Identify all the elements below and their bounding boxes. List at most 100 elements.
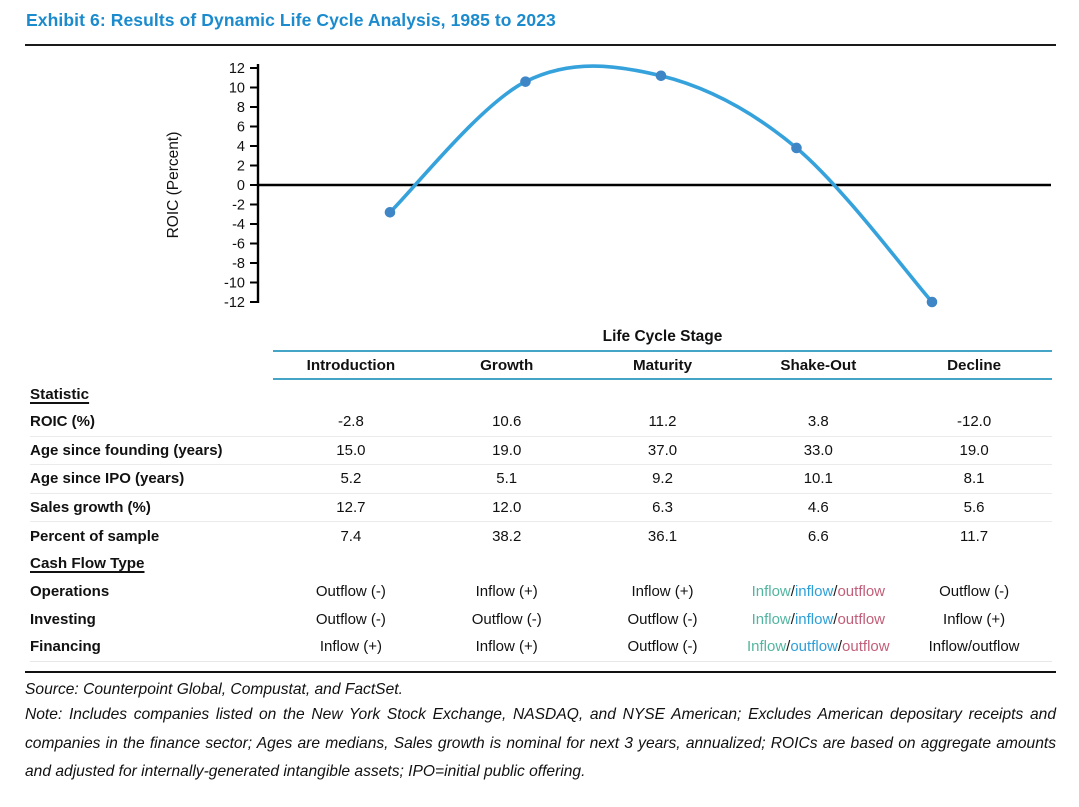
y-axis-tick-label: 0: [237, 178, 245, 194]
table-cell: 36.1: [647, 527, 678, 545]
column-header: Growth: [428, 352, 585, 380]
table-cell: Inflow/outflow/outflow: [740, 638, 896, 655]
column-header: Introduction: [273, 352, 429, 380]
table-cell: Inflow (+): [631, 583, 694, 601]
table-cell: -12.0: [956, 413, 992, 431]
y-axis-tick-label: -10: [224, 276, 245, 292]
cashflow-part: Inflow: [751, 610, 791, 628]
cashflow-part: /: [833, 610, 838, 628]
table-row: Investing Outflow (-) Outflow (-) Outflow (…: [30, 606, 1052, 634]
table-cell: Inflow (+): [475, 638, 538, 656]
data-point-shake-out: [791, 142, 802, 154]
y-axis-tick-label: -12: [224, 295, 245, 311]
table-column-header-row: Introduction Growth Maturity Shake-Out Decli…: [30, 352, 1052, 380]
cashflow-part: outflow: [837, 610, 885, 628]
cashflow-part: /: [790, 610, 795, 628]
table-cell: 11.2: [648, 413, 677, 431]
table-cell: Inflow (+): [943, 610, 1006, 628]
cashflow-part: inflow: [794, 583, 834, 601]
table-cell: 11.7: [960, 527, 989, 545]
table-cell: 7.4: [340, 527, 362, 545]
table-cell: Inflow (+): [319, 638, 382, 656]
table-cell: 19.0: [492, 441, 522, 459]
row-label: Age since IPO (years): [30, 470, 185, 488]
table-cell: Inflow/inflow/outflow: [740, 583, 896, 600]
table-cell: 10.1: [803, 470, 833, 488]
y-axis-tick-label: -6: [232, 237, 245, 253]
group-header: Life Cycle Stage: [273, 326, 1052, 352]
data-point-growth: [520, 76, 531, 87]
cashflow-part: Inflow: [746, 638, 787, 656]
table-cell: 15.0: [336, 441, 366, 459]
footer-notes: Source: Counterpoint Global, Compustat, …: [25, 671, 1056, 787]
row-label: Sales growth (%): [30, 499, 151, 517]
row-label: Operations: [30, 583, 110, 601]
section-label: Cash Flow Type: [30, 555, 145, 573]
y-axis-tick-label: 8: [237, 100, 245, 116]
roic-life-cycle-chart: ROIC (Percent) -12 -10 -8 -6 -4 -2 0 2 4 6 8 10 12: [0, 45, 1079, 317]
title-divider: [25, 44, 1056, 46]
y-axis-tick-label: 10: [229, 81, 245, 97]
table-cell: 5.6: [963, 499, 985, 517]
data-point-decline: [926, 296, 938, 308]
table-row: Age since founding (years) 15.0 19.0 37.0 33…: [30, 435, 1052, 465]
row-label: Age since founding (years): [30, 441, 223, 459]
column-header: Decline: [896, 352, 1052, 380]
table-row: Sales growth (%) 12.7 12.0 6.3 4.6 5.6: [30, 492, 1052, 522]
table-row: Percent of sample 7.4 38.2 36.1 6.6 11.7: [30, 521, 1052, 550]
y-axis-tick-label: 2: [237, 159, 245, 175]
cashflow-part: outflow: [842, 638, 890, 656]
table-cell: Outflow (-): [939, 583, 1010, 601]
table-cell: Outflow (-): [315, 583, 386, 601]
y-axis-tick-label: -2: [232, 198, 245, 214]
table-cell: 5.1: [496, 470, 518, 488]
column-header: Shake-Out: [740, 352, 897, 380]
table-cell: Outflow (-): [627, 610, 698, 628]
section-header-row: Cash Flow Type: [30, 550, 1052, 578]
table-cell: -2.8: [337, 413, 364, 431]
column-header: Maturity: [584, 352, 741, 380]
row-label: Investing: [30, 610, 96, 628]
table-cell: 33.0: [803, 441, 833, 459]
cashflow-part: outflow: [837, 583, 885, 601]
cashflow-part: /: [790, 583, 795, 601]
table-cell: 19.0: [959, 441, 989, 459]
table-group-header-row: Life Cycle Stage: [30, 326, 1052, 352]
table-cell: Outflow (-): [627, 638, 698, 656]
cashflow-part: /: [833, 583, 838, 601]
line-chart-canvas: ROIC (Percent) -12 -10 -8 -6 -4 -2 0 2 4 6 8 10 12: [165, 61, 1051, 311]
note-text: Note: Includes companies listed on the N…: [25, 706, 1056, 781]
table-cell: 3.8: [807, 413, 829, 431]
cashflow-part: inflow: [794, 610, 834, 628]
source-text: Source: Counterpoint Global, Compustat, …: [25, 681, 403, 698]
table-cell: 12.0: [492, 499, 522, 517]
table-cell: 10.6: [492, 413, 522, 431]
y-axis-title: ROIC (Percent): [165, 132, 182, 239]
table-cell: Inflow (+): [475, 583, 538, 601]
table-cell: 8.1: [963, 470, 985, 488]
life-cycle-table: Life Cycle Stage Introduction Growth Matur…: [30, 326, 1052, 662]
table-row: Financing Inflow (+) Inflow (+) Outflow (-)…: [30, 633, 1052, 662]
cashflow-part: /: [837, 638, 843, 656]
row-label: Percent of sample: [30, 527, 160, 545]
cashflow-part: /: [786, 638, 791, 656]
cashflow-part: outflow: [790, 638, 838, 656]
table-cell: Inflow/inflow/outflow: [740, 611, 896, 628]
cashflow-part: Inflow: [751, 583, 791, 601]
y-axis-tick-label: 12: [229, 61, 245, 77]
table-row: ROIC (%) -2.8 10.6 11.2 3.8 -12.0: [30, 408, 1052, 436]
section-label: Statistic: [30, 385, 90, 403]
table-cell: 4.6: [807, 499, 829, 517]
table-cell: 6.3: [652, 499, 673, 517]
table-cell: Outflow (-): [315, 610, 386, 628]
section-header-row: Statistic: [30, 380, 1052, 408]
table-cell: Inflow/outflow: [928, 638, 1020, 656]
data-point-introduction: [384, 207, 396, 218]
y-axis-tick-label: 4: [237, 139, 245, 155]
data-point-maturity: [655, 70, 667, 82]
page-title: Exhibit 6: Results of Dynamic Life Cycle…: [26, 10, 556, 30]
table-row: Operations Outflow (-) Inflow (+) Inflow (+…: [30, 578, 1052, 606]
table-cell: 5.2: [340, 470, 362, 488]
table-cell: 12.7: [336, 499, 366, 517]
